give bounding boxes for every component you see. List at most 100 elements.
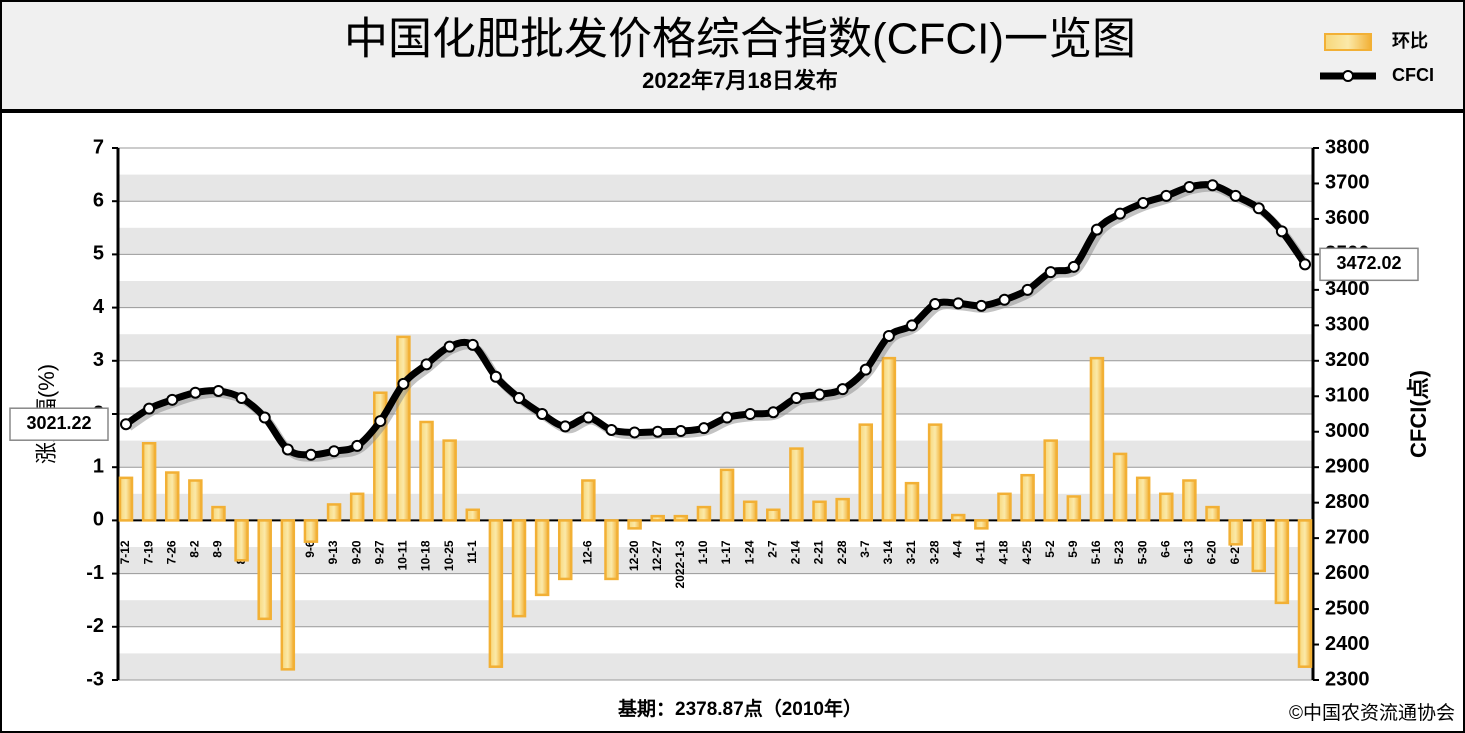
line-point (929, 298, 942, 311)
line-point (859, 363, 872, 376)
line-point (397, 377, 410, 390)
bar (511, 519, 527, 618)
chart-title: 中国化肥批发价格综合指数(CFCI)一览图 (344, 15, 1136, 64)
y2-tick-label: 2800 (1325, 491, 1370, 513)
x-tick-label: 9-27 (372, 540, 386, 564)
x-tick-label: 8-2 (188, 540, 202, 558)
line-point (281, 443, 294, 456)
line-point (1090, 223, 1103, 236)
y-tick-label: 6 (93, 189, 104, 211)
bar (1159, 492, 1174, 522)
line-point (351, 439, 364, 452)
line-point (1299, 258, 1311, 271)
y2-axis-label: CFCI(点) (1406, 370, 1431, 458)
line-point (559, 420, 572, 433)
bar (1205, 505, 1220, 522)
x-tick-label: 12-20 (627, 540, 641, 571)
bar (349, 492, 365, 522)
line-point (1067, 260, 1080, 273)
bar (118, 476, 134, 522)
x-tick-label: 5-23 (1112, 540, 1126, 564)
line-point (120, 418, 132, 431)
line-point (975, 299, 988, 312)
bar (1135, 476, 1151, 522)
x-tick-label: 8-9 (211, 540, 225, 558)
y2-tick-label: 3100 (1325, 385, 1370, 407)
y-tick-label: -2 (86, 615, 104, 637)
line-point (304, 448, 317, 461)
y-tick-label: 4 (93, 296, 105, 318)
bar (835, 497, 850, 522)
x-tick-label: 2-28 (835, 540, 849, 564)
x-tick-label: 9-6 (303, 540, 317, 558)
line-point (166, 393, 179, 406)
bar (719, 468, 735, 522)
line-point (1275, 225, 1288, 238)
y2-tick-label: 3000 (1325, 420, 1370, 442)
x-tick-label: 1-17 (719, 540, 733, 564)
chart-subtitle: 2022年7月18日发布 (642, 68, 838, 93)
bar (858, 423, 874, 522)
x-tick-label: 4-4 (950, 540, 964, 558)
y2-tick-label: 3600 (1325, 207, 1370, 229)
bar (1182, 479, 1197, 522)
bar (766, 508, 781, 522)
line-point (1206, 179, 1219, 192)
bar (1251, 519, 1267, 573)
line-point (582, 411, 595, 424)
grid-band (118, 547, 1313, 574)
x-tick-label: 3-28 (927, 540, 941, 564)
bar (534, 519, 550, 597)
line-point (998, 293, 1011, 306)
bar (627, 519, 642, 530)
line-point (466, 338, 479, 351)
bar (1043, 439, 1058, 522)
x-tick-label: 9-20 (349, 540, 363, 564)
grid-band (118, 493, 1313, 521)
x-tick-label: 6-27 (1228, 540, 1242, 564)
line-point (628, 426, 641, 439)
x-tick-label: 4-25 (1020, 540, 1034, 564)
line-point (836, 383, 849, 396)
y2-tick-label: 3800 (1325, 136, 1370, 158)
x-tick-label: 2022-1-3 (673, 540, 687, 588)
y2-tick-label: 3700 (1325, 172, 1370, 194)
line-point (605, 423, 618, 436)
y-tick-label: -3 (86, 668, 104, 690)
x-tick-label: 6-13 (1182, 540, 1196, 564)
legend-label: CFCI (1392, 65, 1434, 85)
line-point (536, 408, 549, 420)
bar (465, 508, 481, 522)
legend-swatch (1342, 70, 1354, 82)
line-point (212, 384, 225, 397)
line-point (697, 422, 710, 435)
grid-band (118, 600, 1313, 627)
line-point (143, 402, 156, 415)
line-point (767, 406, 780, 419)
legend-label: 环比 (1392, 31, 1428, 51)
y-tick-label: -1 (86, 562, 104, 584)
line-point (189, 386, 202, 399)
line-point (489, 370, 502, 383)
x-tick-label: 1-24 (742, 540, 756, 564)
bar (673, 514, 689, 522)
value-label-box (9, 407, 109, 441)
grid-band (118, 281, 1313, 308)
x-tick-label: 5-2 (1043, 540, 1057, 558)
bar (974, 519, 989, 530)
x-tick-label: 9-13 (326, 540, 340, 564)
line-point (1137, 196, 1150, 209)
y2-tick-label: 2600 (1325, 562, 1370, 584)
line-point (790, 392, 803, 405)
bar (950, 513, 966, 522)
x-tick-label: 2-7 (765, 540, 779, 558)
bar (234, 519, 249, 562)
x-tick-label: 4-18 (997, 540, 1011, 564)
line-point (1044, 266, 1057, 279)
line-point (651, 425, 664, 438)
bar (141, 442, 157, 522)
x-tick-label: 5-16 (1089, 540, 1103, 564)
bar (581, 479, 596, 522)
x-tick-label: 7-26 (164, 540, 178, 564)
x-tick-label: 7-19 (141, 540, 155, 564)
